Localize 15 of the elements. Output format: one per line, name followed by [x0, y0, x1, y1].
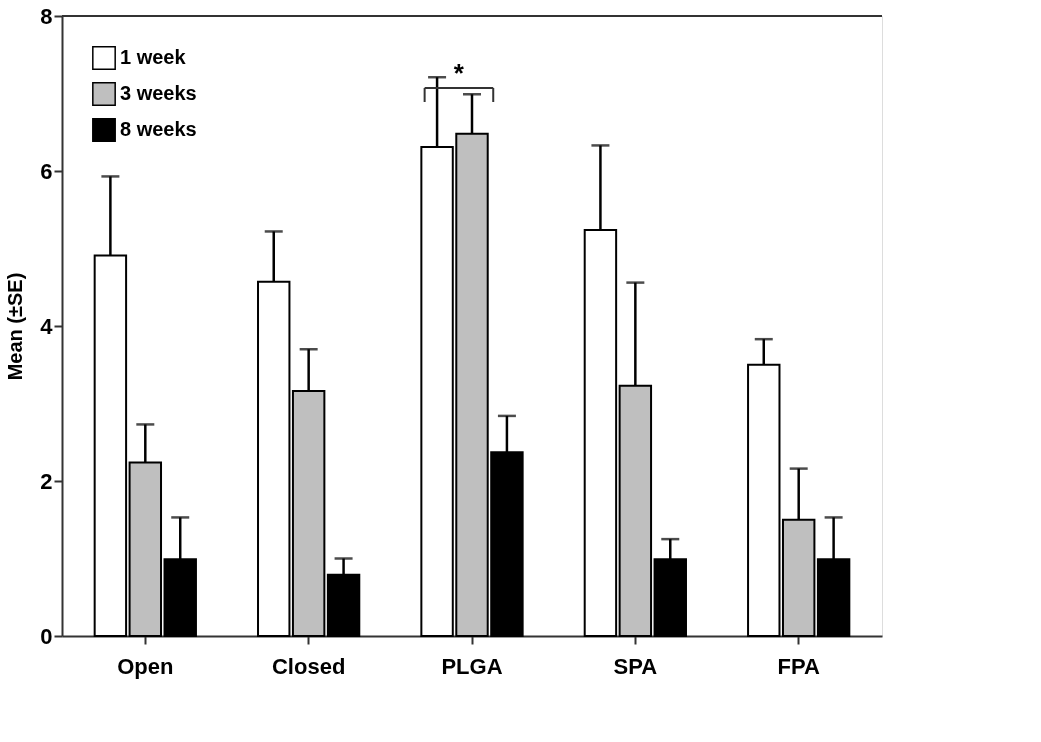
x-tick-label: Open — [117, 653, 174, 679]
y-tick-label: 4 — [40, 313, 54, 339]
annotation: * — [453, 58, 465, 88]
x-tick-label: Closed — [271, 653, 346, 679]
x-tick-label: SPA — [613, 653, 658, 679]
legend-label: 1 week — [120, 46, 187, 68]
x-tick-label: FPA — [777, 653, 820, 679]
y-axis-title: Mean (±SE) — [4, 272, 27, 381]
y-tick-label: 2 — [40, 468, 53, 494]
y-tick-label: 6 — [40, 158, 53, 184]
y-tick-label: 8 — [40, 3, 53, 29]
y-tick-label: 0 — [40, 623, 53, 649]
legend-label: 8 weeks — [120, 118, 197, 140]
x-tick-label: PLGA — [441, 653, 503, 679]
legend-label: 3 weeks — [120, 82, 197, 104]
